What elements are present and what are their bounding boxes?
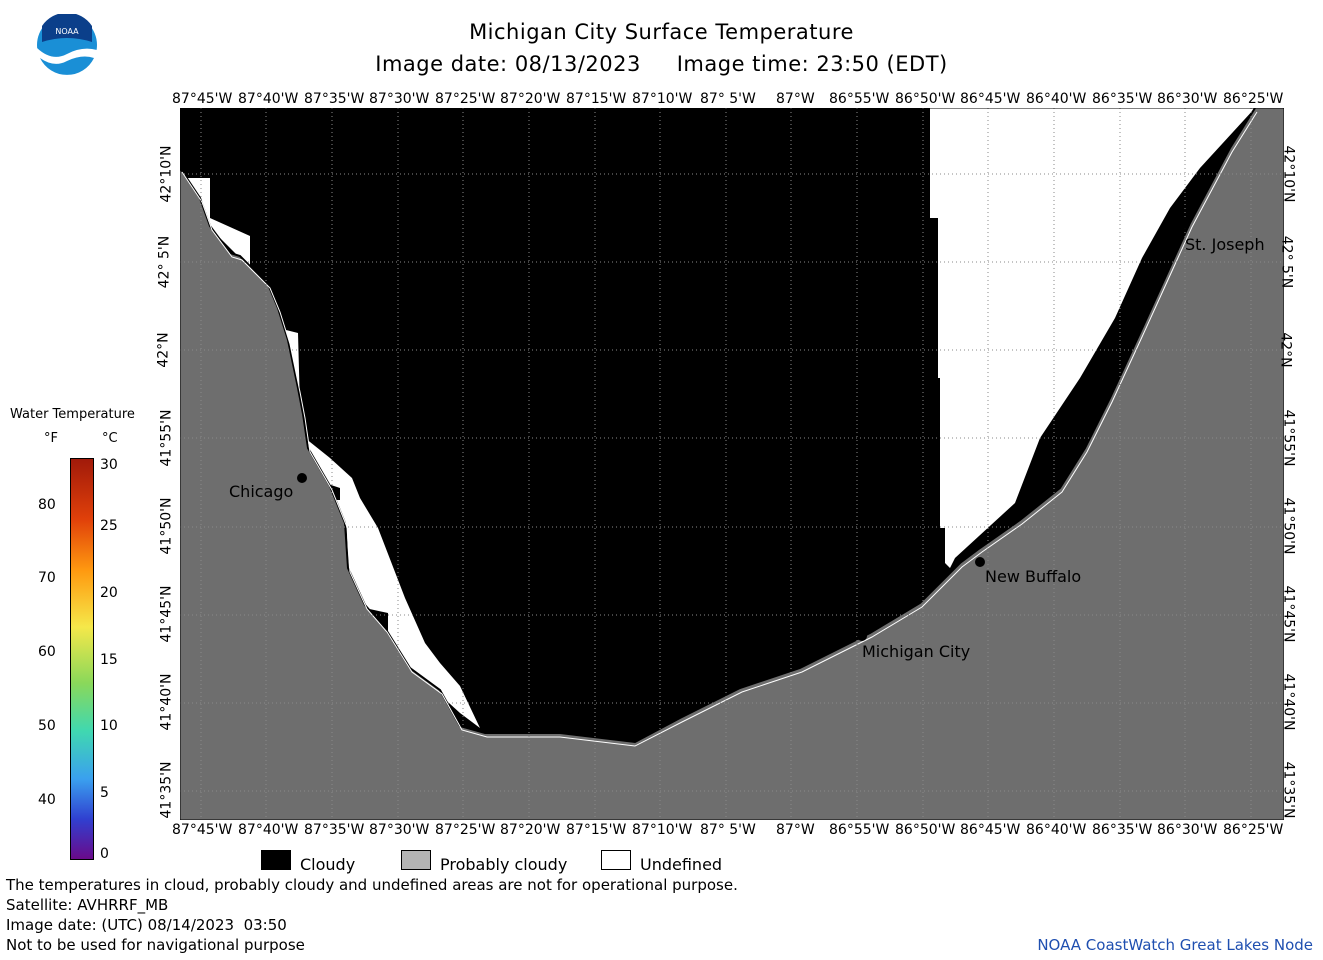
- lat-label: 41°35'N: [1280, 761, 1297, 819]
- lon-label: 87°25'W: [435, 822, 496, 838]
- tick-c: 0: [100, 846, 109, 862]
- lon-label: 86°25'W: [1223, 91, 1284, 107]
- lon-label: 87° 5'W: [700, 822, 756, 838]
- lat-label: 41°55'N: [1280, 409, 1297, 467]
- lon-label: 87°10'W: [632, 822, 693, 838]
- tick-c: 25: [100, 518, 118, 534]
- lat-label: 41°35'N: [158, 761, 175, 819]
- colorbar-title: Water Temperature: [10, 407, 135, 422]
- chicago-marker: [297, 473, 307, 483]
- lon-label: 87°25'W: [435, 91, 496, 107]
- tick-f: 60: [38, 644, 56, 660]
- legend-label-probably-cloudy: Probably cloudy: [440, 855, 568, 874]
- lon-label: 87°10'W: [632, 91, 693, 107]
- tick-f: 80: [38, 497, 56, 513]
- lat-label: 42°10'N: [158, 145, 175, 203]
- tick-f: 40: [38, 792, 56, 808]
- tick-c: 5: [100, 785, 109, 801]
- graticule: [180, 108, 1284, 820]
- lon-label: 86°40'W: [1026, 91, 1087, 107]
- lon-label: 87°20'W: [500, 91, 561, 107]
- footer-navigation-warning: Not to be used for navigational purpose: [6, 936, 305, 954]
- michigan-city-marker: [857, 631, 867, 641]
- undefined-area-east: [930, 108, 1255, 568]
- map-title: Michigan City Surface Temperature: [469, 20, 854, 44]
- legend-label-undefined: Undefined: [640, 855, 723, 874]
- lat-label: 42° 5'N: [156, 235, 173, 289]
- new-buffalo-marker: [975, 557, 985, 567]
- colorbar-unit-f: °F: [44, 431, 58, 446]
- colorbar: [70, 458, 94, 860]
- lon-label: 86°55'W: [829, 91, 890, 107]
- lat-label: 42°N: [155, 332, 172, 368]
- lat-label: 41°50'N: [158, 497, 175, 555]
- tick-c: 15: [100, 652, 118, 668]
- footer-disclaimer: The temperatures in cloud, probably clou…: [6, 876, 738, 894]
- legend-swatch-cloudy: [261, 850, 291, 870]
- lon-label: 86°45'W: [960, 822, 1021, 838]
- legend-label-cloudy: Cloudy: [300, 855, 356, 874]
- lat-label: 41°50'N: [1280, 497, 1297, 555]
- lon-label: 87°15'W: [566, 91, 627, 107]
- lon-label: 86°30'W: [1157, 91, 1218, 107]
- tick-f: 70: [38, 570, 56, 586]
- lon-label: 87°45'W: [172, 91, 233, 107]
- lat-label: 42°10'N: [1280, 145, 1297, 203]
- st-joseph-marker: [1180, 219, 1190, 229]
- lon-label: 87°35'W: [304, 91, 365, 107]
- lat-label: 42° 5'N: [1278, 235, 1295, 289]
- lat-label: 42°N: [1277, 332, 1294, 368]
- lon-label: 87° 5'W: [700, 91, 756, 107]
- lon-label: 87°40'W: [238, 822, 299, 838]
- lon-label: 86°50'W: [895, 91, 956, 107]
- lat-label: 41°55'N: [158, 409, 175, 467]
- city-label-st-joseph: St. Joseph: [1185, 235, 1265, 254]
- lon-label: 86°25'W: [1223, 822, 1284, 838]
- footer-utc-date: Image date: (UTC) 08/14/2023 03:50: [6, 916, 287, 934]
- footer-satellite: Satellite: AVHRRF_MB: [6, 896, 169, 914]
- logo-text: NOAA: [55, 27, 79, 36]
- lon-label: 87°15'W: [566, 822, 627, 838]
- city-label-chicago: Chicago: [229, 482, 294, 501]
- tick-c: 30: [100, 457, 118, 473]
- land-area: [180, 108, 1284, 820]
- lon-label: 87°W: [776, 91, 815, 107]
- tick-f: 50: [38, 718, 56, 734]
- lon-label: 86°35'W: [1092, 822, 1153, 838]
- lon-label: 87°45'W: [172, 822, 233, 838]
- lon-label: 86°30'W: [1157, 822, 1218, 838]
- tick-c: 10: [100, 718, 118, 734]
- lon-label: 86°55'W: [829, 822, 890, 838]
- lon-label: 87°35'W: [304, 822, 365, 838]
- lon-label: 86°45'W: [960, 91, 1021, 107]
- noaa-logo: NOAA: [36, 12, 98, 84]
- lat-label: 41°40'N: [1280, 673, 1297, 731]
- legend-swatch-probably-cloudy: [401, 850, 431, 870]
- lat-label: 41°45'N: [158, 585, 175, 643]
- lon-label: 86°50'W: [895, 822, 956, 838]
- map-frame: [179, 107, 1285, 821]
- lon-label: 87°40'W: [238, 91, 299, 107]
- lat-label: 41°45'N: [1280, 585, 1297, 643]
- lon-label: 87°20'W: [500, 822, 561, 838]
- city-label-new-buffalo: New Buffalo: [985, 567, 1082, 586]
- map-canvas: [179, 107, 1285, 821]
- lon-label: 87°30'W: [369, 822, 430, 838]
- lon-label: 87°W: [776, 822, 815, 838]
- lon-label: 86°40'W: [1026, 822, 1087, 838]
- lat-label: 41°40'N: [158, 673, 175, 731]
- city-label-michigan-city: Michigan City: [862, 642, 971, 661]
- footer-credit: NOAA CoastWatch Great Lakes Node: [1037, 936, 1313, 954]
- tick-c: 20: [100, 585, 118, 601]
- legend-swatch-undefined: [601, 850, 631, 870]
- colorbar-unit-c: °C: [102, 431, 118, 446]
- image-date-time: Image date: 08/13/2023 Image time: 23:50…: [375, 52, 948, 76]
- lon-label: 86°35'W: [1092, 91, 1153, 107]
- lon-label: 87°30'W: [369, 91, 430, 107]
